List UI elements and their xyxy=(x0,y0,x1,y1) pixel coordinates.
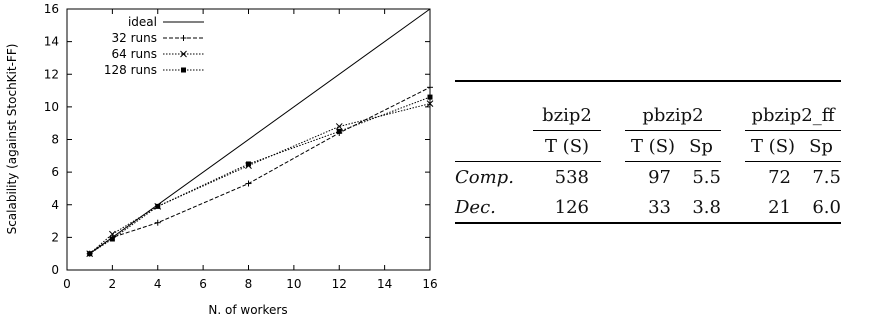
cell-dec-pbzip2-sp: 3.8 xyxy=(692,196,721,218)
table-row: Comp. 538 97 5.5 72 7.5 xyxy=(455,161,841,192)
subheader-pbzip2ff-sp: Sp xyxy=(801,130,841,162)
y-tick-label: 0 xyxy=(51,263,59,277)
x-tick-label: 14 xyxy=(377,277,392,291)
legend-label-128-runs: 128 runs xyxy=(104,63,157,77)
cell-comp-pbzip2-t: 97 xyxy=(625,161,681,192)
data-point-64-runs xyxy=(109,230,116,238)
legend: ideal 32 runs 64 runs 128 runs xyxy=(104,15,204,77)
data-point-128-runs xyxy=(336,128,342,134)
x-tick-label: 0 xyxy=(63,277,71,291)
y-axis-label: Scalability (against StochKit-FF) xyxy=(5,44,19,235)
data-point-64-runs xyxy=(426,100,434,107)
data-point-32-runs xyxy=(427,84,433,91)
table-row: Dec. 126 33 3.8 21 6.0 xyxy=(455,192,841,223)
x-tick-label: 12 xyxy=(332,277,347,291)
y-tick-label: 10 xyxy=(44,100,59,114)
cell-dec-bzip2-t: 126 xyxy=(554,196,589,218)
results-table-container: bzip2 pbzip2 pbzip2_ff T (S) T (S) Sp T … xyxy=(455,80,885,224)
group-header-bzip2: bzip2 xyxy=(542,104,592,126)
x-tick-label: 10 xyxy=(286,277,301,291)
data-point-64-runs xyxy=(335,123,343,130)
y-tick-label: 4 xyxy=(51,198,59,212)
row-label-comp: Comp. xyxy=(455,161,533,192)
data-point-128-runs xyxy=(109,236,115,242)
cell-comp-pbzip2ff-sp: 7.5 xyxy=(801,161,841,192)
group-header-pbzip2: pbzip2 xyxy=(642,104,704,126)
row-label-dec: Dec. xyxy=(455,196,496,218)
series-layer xyxy=(86,8,434,258)
x-tick-label: 6 xyxy=(199,277,207,291)
subheader-pbzip2-sp: Sp xyxy=(681,130,721,162)
cell-comp-pbzip2ff-t: 72 xyxy=(745,161,801,192)
cell-dec-pbzip2ff-sp: 6.0 xyxy=(812,196,841,218)
data-point-32-runs xyxy=(245,180,252,187)
data-point-128-runs xyxy=(155,203,161,209)
x-tick-label: 8 xyxy=(245,277,253,291)
x-tick-label: 4 xyxy=(154,277,162,291)
cell-comp-pbzip2-sp: 5.5 xyxy=(681,161,721,192)
group-header-pbzip2-ff: pbzip2_ff xyxy=(751,104,835,126)
legend-marker-128-runs xyxy=(181,67,186,73)
data-point-128-runs xyxy=(87,251,93,257)
x-axis-label: N. of workers xyxy=(208,303,287,317)
x-tick-label: 2 xyxy=(109,277,117,291)
y-tick-label: 16 xyxy=(44,2,59,16)
cell-dec-pbzip2ff-t: 21 xyxy=(768,196,791,218)
data-point-32-runs xyxy=(154,219,161,226)
series-line-128-runs xyxy=(89,96,431,255)
cell-dec-pbzip2-t: 33 xyxy=(648,196,671,218)
y-tick-label: 8 xyxy=(51,133,59,147)
axis-ticks: 0 2 4 6 8 10 12 14 16 0 2 4 6 8 10 12 14 16 xyxy=(44,2,438,291)
data-point-128-runs xyxy=(427,94,433,100)
y-tick-label: 2 xyxy=(51,230,59,244)
x-tick-label: 16 xyxy=(422,277,437,291)
table-subheader-row: T (S) T (S) Sp T (S) Sp xyxy=(455,130,841,162)
legend-label-ideal: ideal xyxy=(128,15,157,29)
subheader-pbzip2-t: T (S) xyxy=(625,130,681,162)
y-tick-label: 12 xyxy=(44,67,59,81)
y-tick-label: 6 xyxy=(51,165,59,179)
legend-marker-64-runs xyxy=(180,50,187,58)
subheader-pbzip2ff-t: T (S) xyxy=(745,130,801,162)
y-tick-label: 14 xyxy=(44,35,59,49)
scalability-chart: 0 2 4 6 8 10 12 14 16 0 2 4 6 8 10 12 14 16 N. of workers… xyxy=(5,2,438,317)
subheader-bzip2-t: T (S) xyxy=(533,130,601,162)
legend-label-32-runs: 32 runs xyxy=(112,31,157,45)
results-table: bzip2 pbzip2 pbzip2_ff T (S) T (S) Sp T … xyxy=(455,80,841,224)
series-line-32-runs xyxy=(89,86,431,255)
table-group-header-row: bzip2 pbzip2 pbzip2_ff xyxy=(455,100,841,131)
series-line-64-runs xyxy=(89,103,431,255)
legend-marker-32-runs xyxy=(180,35,187,41)
data-point-128-runs xyxy=(246,161,251,167)
cell-comp-bzip2-t: 538 xyxy=(533,161,601,192)
legend-label-64-runs: 64 runs xyxy=(112,47,157,61)
